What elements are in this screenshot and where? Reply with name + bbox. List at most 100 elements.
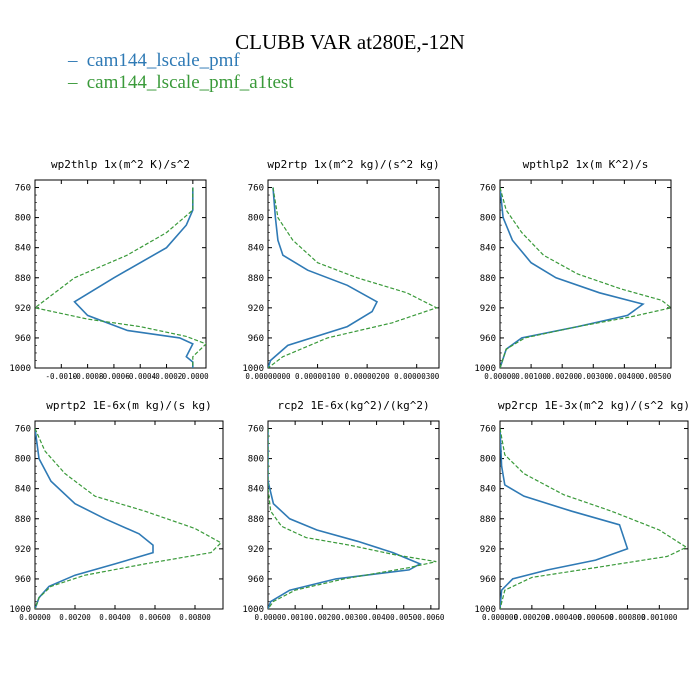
y-tick-label: 1000 bbox=[9, 605, 31, 615]
legend-line-2: – bbox=[68, 72, 78, 93]
x-tick-label: -0.0006 bbox=[98, 372, 130, 381]
plot-frame bbox=[267, 179, 440, 369]
x-tick-label: -0.0008 bbox=[72, 372, 104, 381]
y-tick-label: 840 bbox=[480, 244, 496, 254]
series-line-2 bbox=[35, 428, 222, 609]
x-tick-label: 0.000200 bbox=[514, 613, 551, 622]
x-tick-label: 0.000600 bbox=[578, 613, 615, 622]
y-tick-label: 920 bbox=[15, 304, 31, 314]
plot-frame bbox=[34, 420, 224, 610]
legend-entry-1: – cam144_lscale_pmf bbox=[68, 50, 240, 72]
x-tick-label: 0.00000000 bbox=[245, 372, 291, 381]
y-tick-label: 960 bbox=[480, 334, 496, 344]
y-tick-label: 800 bbox=[480, 455, 496, 465]
y-tick-label: 920 bbox=[480, 304, 496, 314]
y-tick-label: 880 bbox=[248, 274, 264, 284]
legend-entry-2: – cam144_lscale_pmf_a1test bbox=[68, 72, 294, 94]
x-tick-label: 0.00300 bbox=[577, 372, 609, 381]
x-tick-label: 0.00200 bbox=[59, 613, 91, 622]
series-line-1 bbox=[73, 187, 194, 368]
y-tick-label: 880 bbox=[15, 274, 31, 284]
x-tick-label: 0.0030 bbox=[336, 613, 364, 622]
x-tick-label: -0.0004 bbox=[124, 372, 156, 381]
y-tick-label: 760 bbox=[480, 184, 496, 194]
y-tick-label: 840 bbox=[248, 485, 264, 495]
y-tick-label: 760 bbox=[248, 425, 264, 435]
series-line-1 bbox=[268, 187, 379, 368]
subplot-5: rcp2 1E-6x(kg^2)/(kg^2) 760 800 840 880 920 96… bbox=[242, 399, 445, 622]
y-tick-label: 840 bbox=[15, 485, 31, 495]
series-line-2 bbox=[268, 428, 437, 609]
x-tick-label: 0.00800 bbox=[179, 613, 211, 622]
legend-line-1: – bbox=[68, 50, 78, 71]
x-tick-label: 0.0050 bbox=[390, 613, 418, 622]
y-tick-label: 800 bbox=[248, 455, 264, 465]
y-tick-label: 920 bbox=[480, 545, 496, 555]
x-tick-label: 0.00000 bbox=[484, 372, 516, 381]
subplot-2: wp2rtp 1x(m^2 kg)/(s^2 kg) 760 800 840 880 92… bbox=[242, 158, 439, 381]
y-tick-label: 920 bbox=[15, 545, 31, 555]
y-tick-label: 920 bbox=[248, 304, 264, 314]
subplot-title: wp2rtp 1x(m^2 kg)/(s^2 kg) bbox=[267, 158, 439, 171]
y-tick-label: 880 bbox=[480, 274, 496, 284]
x-tick-label: -0.0002 bbox=[151, 372, 183, 381]
y-tick-label: 880 bbox=[248, 515, 264, 525]
legend-label-2: cam144_lscale_pmf_a1test bbox=[86, 72, 294, 93]
series-line-2 bbox=[500, 187, 671, 368]
x-tick-label: 0.0060 bbox=[417, 613, 445, 622]
subplot-title: rcp2 1E-6x(kg^2)/(kg^2) bbox=[277, 399, 429, 412]
y-tick-label: 1000 bbox=[474, 605, 496, 615]
y-tick-label: 1000 bbox=[9, 364, 31, 374]
y-tick-label: 960 bbox=[248, 575, 264, 585]
series-line-2 bbox=[268, 187, 439, 368]
y-tick-label: 880 bbox=[15, 515, 31, 525]
series-line-1 bbox=[500, 428, 629, 609]
x-tick-label: 0.00400 bbox=[99, 613, 131, 622]
x-tick-label: 0.00400 bbox=[609, 372, 641, 381]
x-tick-label: 0.00000200 bbox=[345, 372, 391, 381]
y-tick-label: 760 bbox=[15, 184, 31, 194]
y-tick-label: 880 bbox=[480, 515, 496, 525]
x-tick-label: -0.0010 bbox=[46, 372, 78, 381]
x-tick-label: 0.000000 bbox=[482, 613, 519, 622]
x-tick-label: 0.0040 bbox=[363, 613, 391, 622]
x-tick-label: 0.00000300 bbox=[394, 372, 440, 381]
plot-frame bbox=[34, 179, 207, 369]
y-tick-label: 800 bbox=[480, 214, 496, 224]
y-tick-label: 1000 bbox=[474, 364, 496, 374]
x-tick-label: 0.0000 bbox=[254, 613, 282, 622]
y-tick-label: 800 bbox=[248, 214, 264, 224]
y-tick-label: 760 bbox=[15, 425, 31, 435]
x-tick-label: 0.0020 bbox=[309, 613, 337, 622]
legend-label-1: cam144_lscale_pmf bbox=[86, 50, 240, 71]
y-tick-label: 1000 bbox=[242, 605, 264, 615]
subplot-title: wpthlp2 1x(m K^2)/s bbox=[523, 158, 649, 171]
x-tick-label: 0.000800 bbox=[609, 613, 646, 622]
x-tick-label: 0.00100 bbox=[515, 372, 547, 381]
y-tick-label: 1000 bbox=[242, 364, 264, 374]
plot-frame bbox=[499, 179, 672, 369]
x-tick-label: 0.00500 bbox=[640, 372, 672, 381]
x-tick-label: 0.001000 bbox=[641, 613, 678, 622]
y-tick-label: 840 bbox=[248, 244, 264, 254]
y-tick-label: 840 bbox=[15, 244, 31, 254]
subplot-title: wprtp2 1E-6x(m kg)/(s kg) bbox=[46, 399, 212, 412]
series-line-2 bbox=[500, 428, 688, 609]
x-tick-label: 0.0010 bbox=[282, 613, 310, 622]
x-tick-label: 0.00000100 bbox=[295, 372, 341, 381]
y-tick-label: 920 bbox=[248, 545, 264, 555]
figure-title: CLUBB VAR at280E,-12N bbox=[235, 30, 465, 54]
x-tick-label: -0.0000 bbox=[177, 372, 209, 381]
x-tick-label: 0.00200 bbox=[546, 372, 578, 381]
y-tick-label: 840 bbox=[480, 485, 496, 495]
subplot-3: wpthlp2 1x(m K^2)/s 760 800 840 880 920 960 100… bbox=[474, 158, 671, 381]
subplot-4: wprtp2 1E-6x(m kg)/(s kg) 760 800 840 880 920… bbox=[9, 399, 224, 622]
y-tick-label: 960 bbox=[480, 575, 496, 585]
x-tick-label: 0.00000 bbox=[19, 613, 51, 622]
x-tick-label: 0.00600 bbox=[139, 613, 171, 622]
series-line-2 bbox=[35, 187, 206, 368]
subplot-title: wp2rcp 1E-3x(m^2 kg)/(s^2 kg) bbox=[498, 399, 690, 412]
y-tick-label: 760 bbox=[480, 425, 496, 435]
subplot-1: wp2thlp 1x(m^2 K)/s^2 760 800 840 880 920 960 1… bbox=[9, 158, 209, 381]
